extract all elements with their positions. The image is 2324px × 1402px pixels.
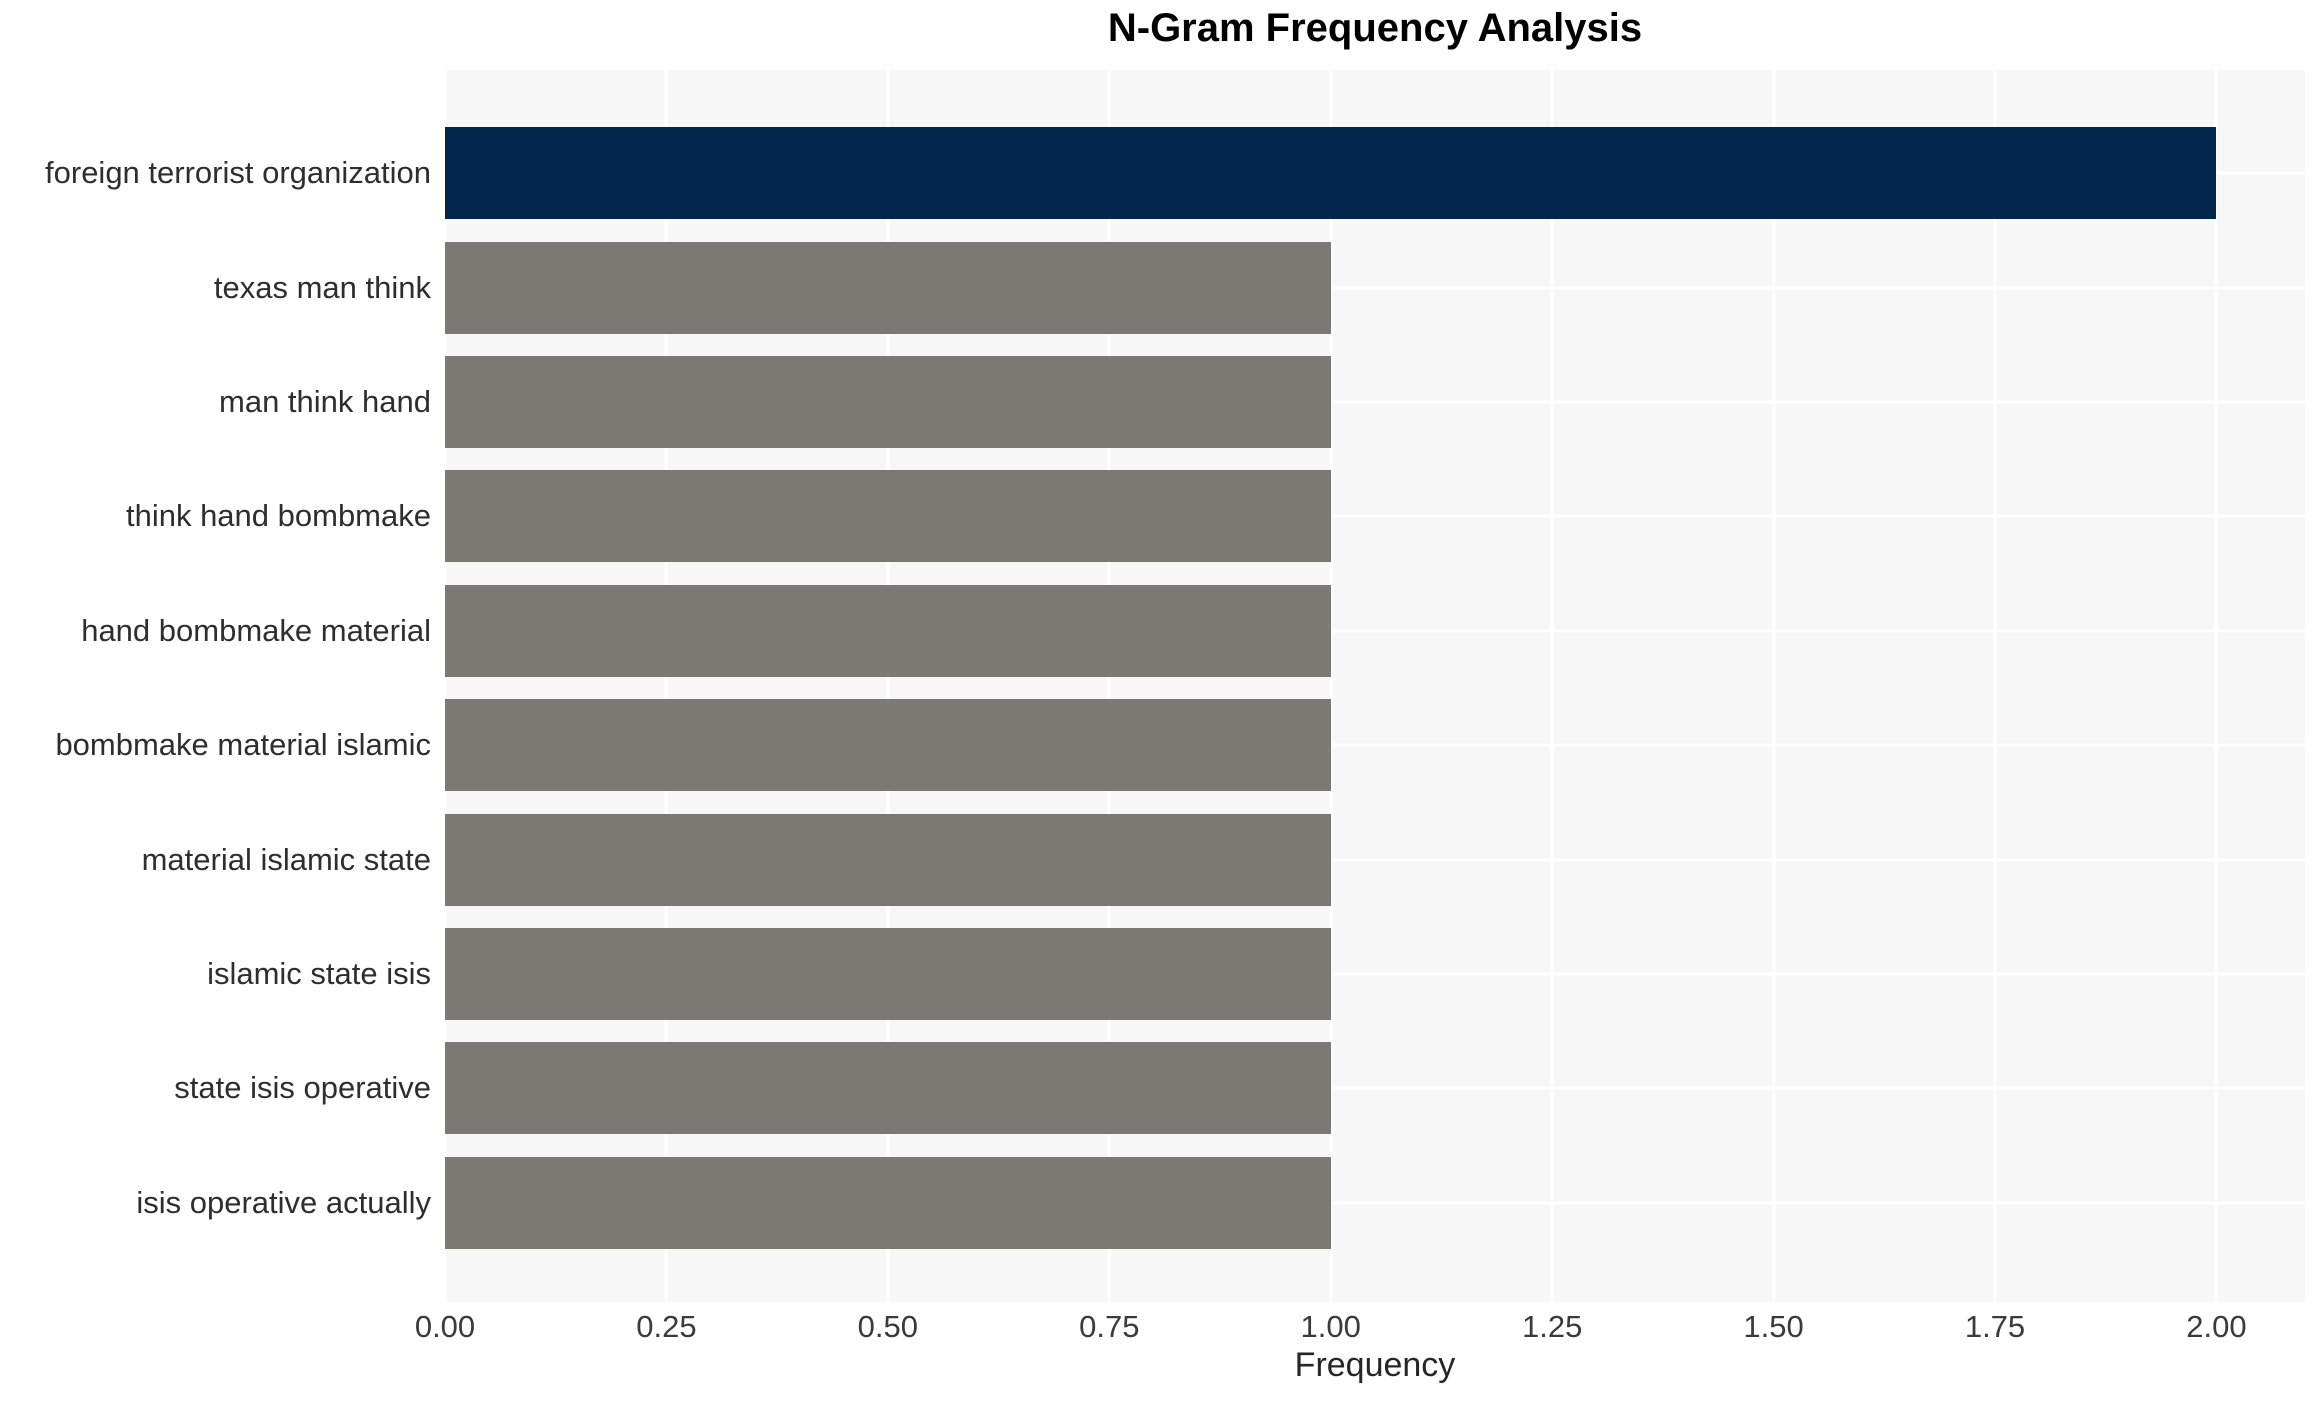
y-axis-label: foreign terrorist organization (45, 155, 431, 191)
x-tick-label: 1.25 (1521, 1309, 1583, 1344)
gridline-vertical (443, 70, 447, 1302)
bar (445, 470, 1331, 563)
plot-area: foreign terrorist organization texas man … (45, 70, 2305, 1302)
x-tick-label: 0.00 (414, 1309, 476, 1344)
gridline-vertical (1329, 70, 1333, 1302)
x-tick-label: 0.25 (636, 1309, 697, 1344)
gridline-vertical (664, 70, 668, 1302)
bar-row: foreign terrorist organization (45, 116, 2305, 230)
x-tick-label: 1.00 (1300, 1309, 1361, 1344)
bar (445, 356, 1331, 449)
gridline-horizontal (445, 972, 2305, 976)
bar (445, 127, 2217, 220)
gridline-horizontal (445, 400, 2305, 404)
x-tick-label: 1.75 (1964, 1309, 2026, 1344)
gridline-horizontal (445, 1086, 2305, 1090)
gridline-vertical (1772, 70, 1776, 1302)
bar (445, 813, 1331, 906)
bar-row: man think hand (219, 345, 2305, 459)
bar-row: islamic state isis (207, 917, 2305, 1031)
gridline-vertical (2214, 70, 2218, 1302)
bar-row: texas man think (214, 230, 2305, 344)
bar-row: think hand bombmake (126, 459, 2305, 573)
gridline-vertical (1107, 70, 1111, 1302)
bar (445, 1042, 1331, 1135)
x-axis-ticks: 0.00 0.25 0.50 0.75 1.00 1.25 1.50 1.75 2.00 (415, 1309, 2305, 1345)
gridline-horizontal (445, 286, 2305, 290)
gridline-horizontal (445, 1201, 2305, 1205)
chart-title: N-Gram Frequency Analysis (1107, 6, 1643, 50)
y-axis-label: man think hand (219, 384, 431, 420)
y-axis-label: hand bombmake material (81, 612, 431, 648)
gridline-horizontal (445, 629, 2305, 633)
y-axis-label: material islamic state (141, 841, 431, 877)
y-axis-label: state isis operative (174, 1070, 431, 1106)
x-tick-label: 0.75 (1079, 1309, 1140, 1344)
y-axis-label: isis operative actually (136, 1184, 431, 1220)
gridline-horizontal (445, 514, 2305, 518)
bar (445, 699, 1331, 792)
y-axis-label: islamic state isis (207, 956, 431, 992)
x-tick-label: 2.00 (2186, 1309, 2247, 1344)
y-axis-label: think hand bombmake (125, 498, 431, 534)
y-axis-label: bombmake material islamic (55, 727, 431, 763)
gridline-vertical (1993, 70, 1997, 1302)
gridline-horizontal (445, 743, 2305, 747)
bar (445, 1156, 1331, 1249)
bar-row: material islamic state (142, 802, 2305, 916)
bar-row: bombmake material islamic (55, 688, 2305, 802)
x-tick-label: 1.50 (1743, 1309, 1804, 1344)
bar (445, 241, 1331, 334)
gridline-vertical (886, 70, 890, 1302)
bar-row: isis operative actually (136, 1146, 2305, 1260)
x-tick-label: 0.50 (857, 1309, 919, 1344)
y-axis-label: texas man think (213, 269, 431, 305)
gridline-horizontal (445, 858, 2305, 862)
bar-row: state isis operative (174, 1031, 2305, 1145)
bar-rows: foreign terrorist organization texas man … (45, 70, 2305, 1302)
x-axis-label: Frequency (1294, 1346, 1456, 1384)
gridline-vertical (1550, 70, 1554, 1302)
bar (445, 928, 1331, 1021)
bar (445, 584, 1331, 677)
bar-row: hand bombmake material (81, 574, 2305, 688)
